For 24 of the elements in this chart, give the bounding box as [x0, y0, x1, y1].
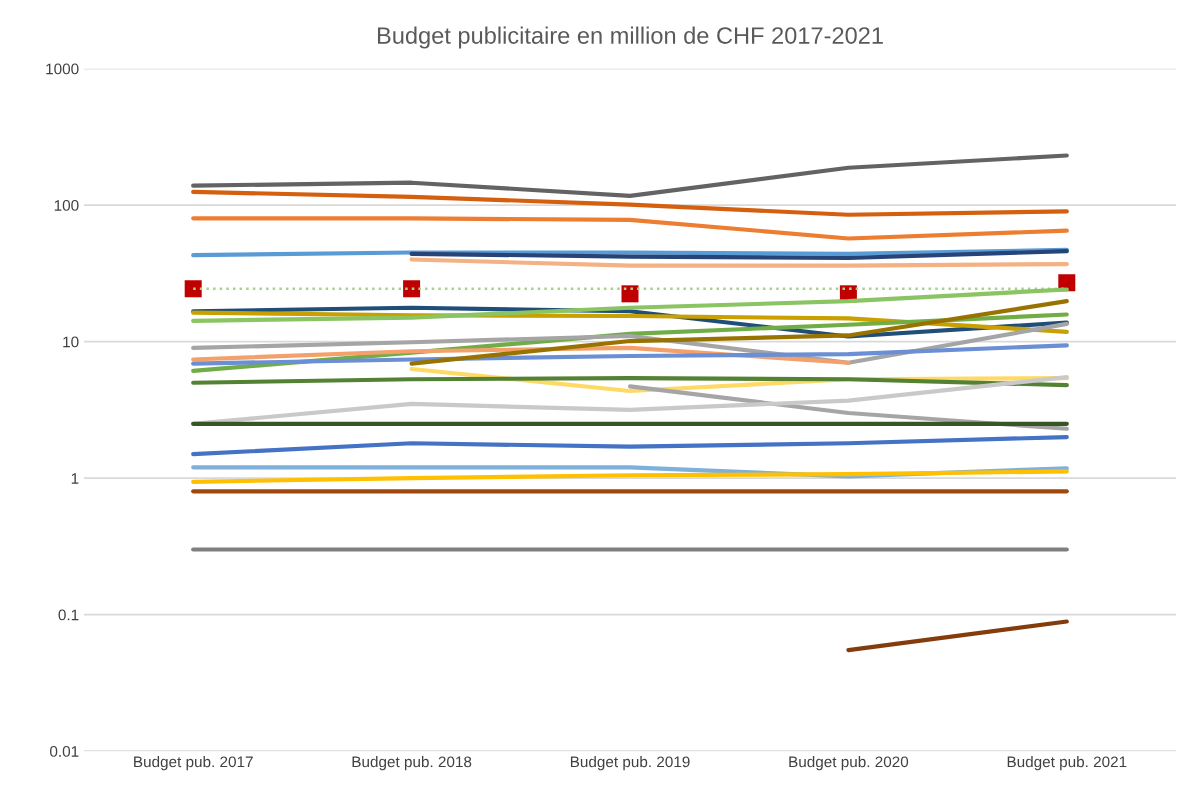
x-tick-label: Budget pub. 2018 [352, 755, 472, 771]
y-tick-label: 10 [63, 336, 79, 348]
line-series [409, 299, 1069, 366]
point [184, 280, 202, 298]
y-tick-label: 1000 [46, 63, 79, 75]
y-tick-label: 100 [54, 200, 79, 211]
x-tick-label: Budget pub. 2020 [789, 755, 909, 771]
line-series [191, 216, 1069, 241]
point [621, 285, 639, 303]
line-series [191, 376, 1069, 388]
line-series [191, 434, 1069, 457]
line-series [409, 249, 1069, 261]
y-tick-label: 0.1 [58, 609, 79, 621]
x-tick-label: Budget pub. 2021 [1007, 755, 1127, 771]
y-tick-label: 1 [71, 473, 79, 484]
chart-title: Budget publicitaire en million de CHF 2017-2021 [377, 26, 883, 49]
y-tick-label: 0.01 [50, 746, 79, 757]
x-tick-label: Budget pub. 2019 [570, 755, 690, 771]
point [403, 280, 421, 298]
x-tick-label: Budget pub. 2017 [134, 755, 253, 771]
line-series [191, 469, 1069, 484]
line-series [191, 189, 1069, 217]
line-series [191, 343, 1069, 366]
line-series [191, 153, 1069, 198]
